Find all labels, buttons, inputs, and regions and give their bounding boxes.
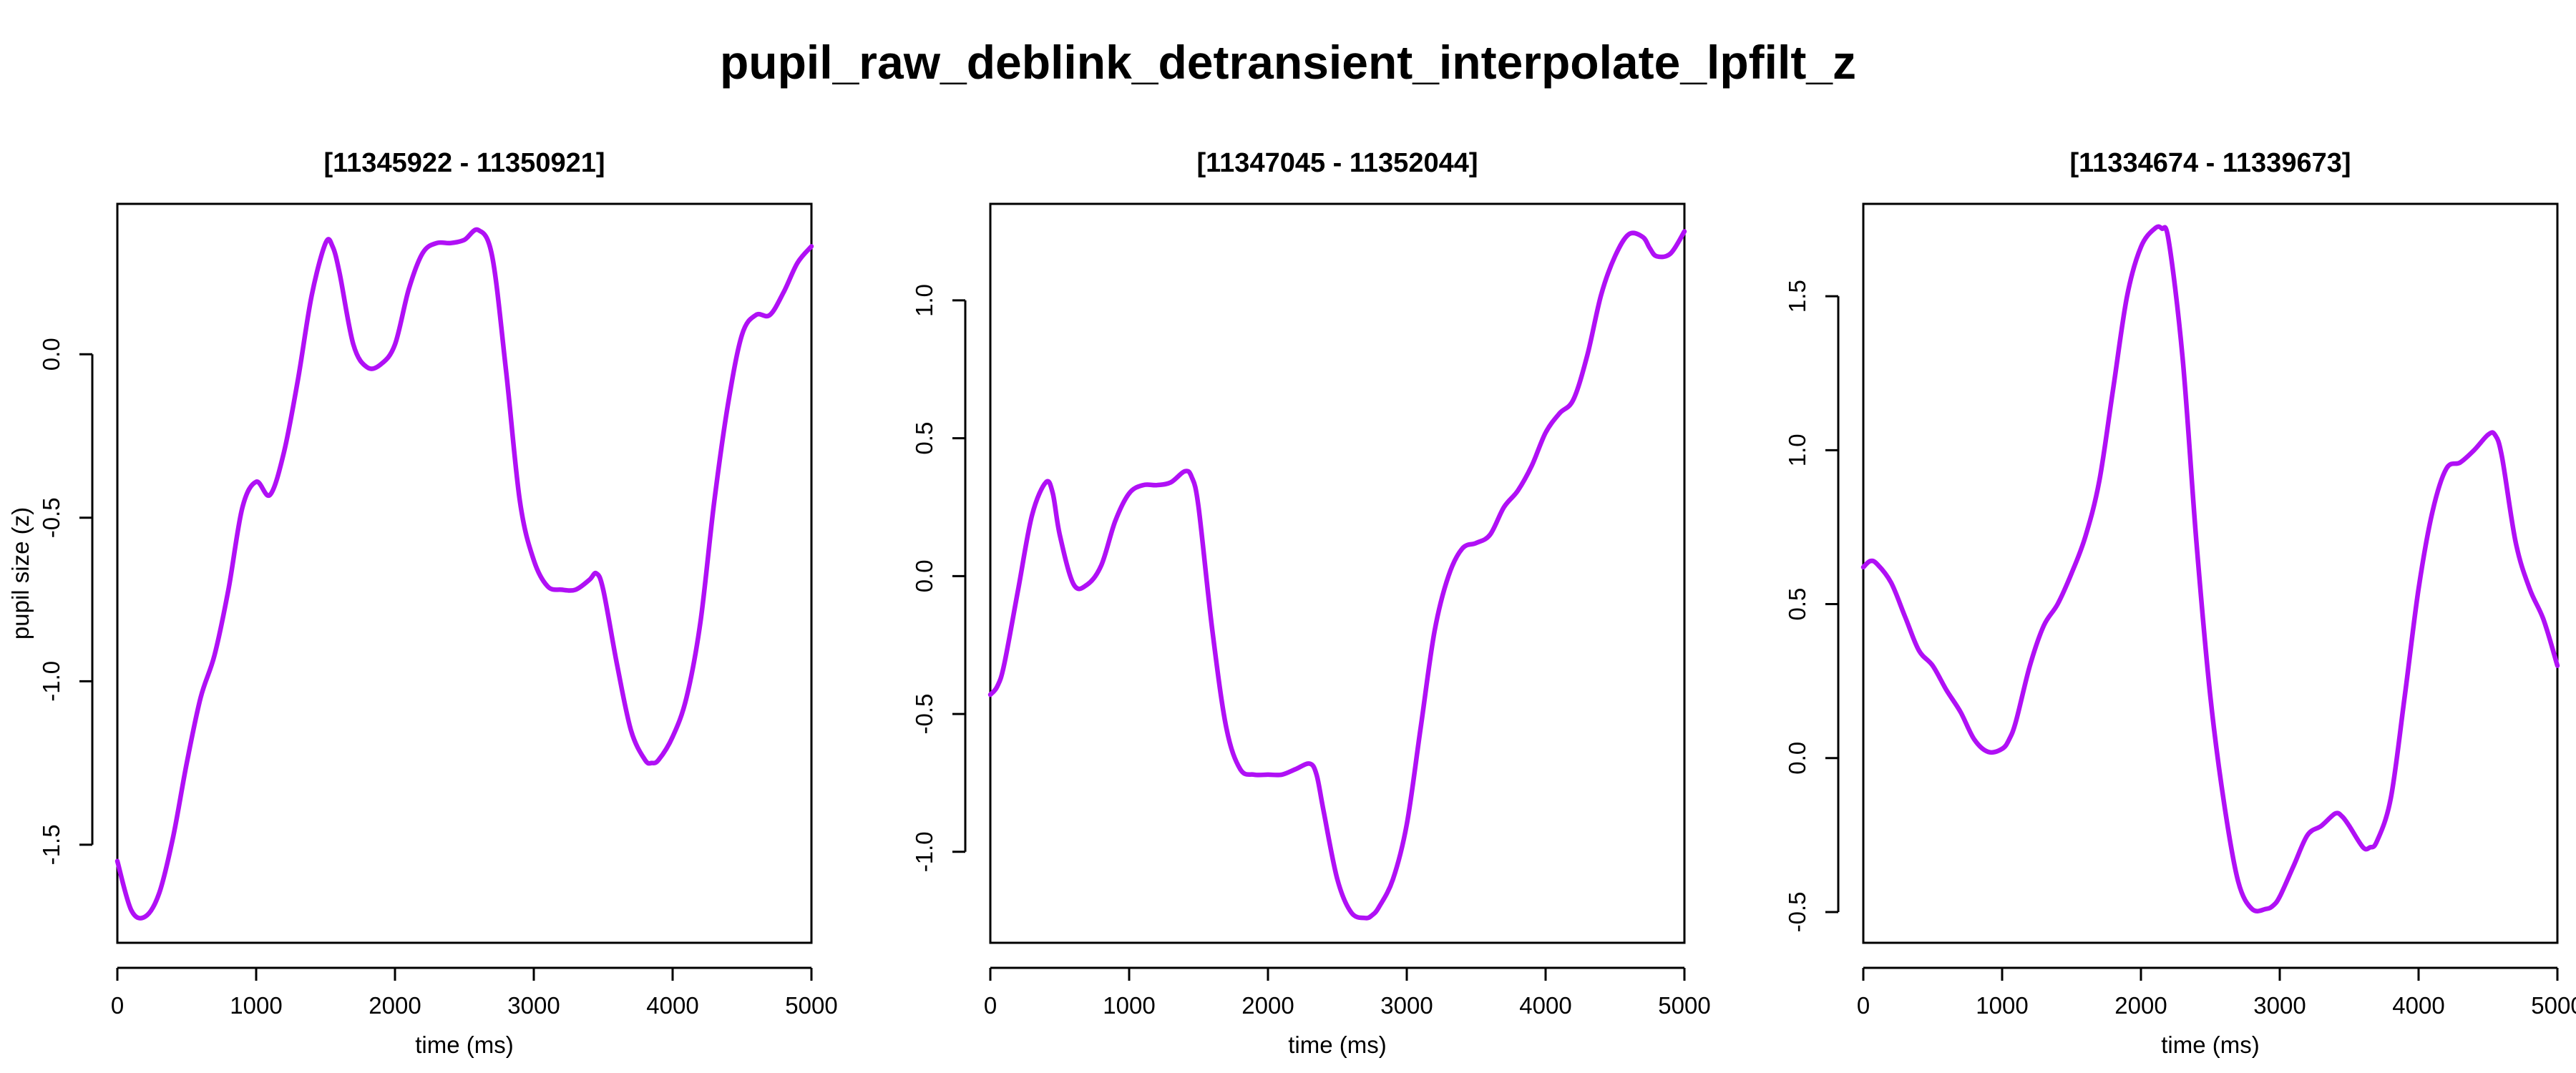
plot-frame <box>989 202 1686 944</box>
x-tick-label: 1000 <box>1103 992 1155 1019</box>
panel-title: [11347045 - 11352044] <box>1196 148 1478 178</box>
x-tick-label: 1000 <box>1976 992 2028 1019</box>
y-tick-label: 0.5 <box>1784 588 1810 621</box>
x-tick-label: 2000 <box>1241 992 1294 1019</box>
x-tick-label: 0 <box>1857 992 1870 1019</box>
x-axis-label: time (ms) <box>1288 1032 1386 1058</box>
plot-frame <box>1862 202 2559 944</box>
x-axis-label: time (ms) <box>2161 1032 2259 1058</box>
chart-panels: [11345922 - 11350921] 0 1000 2000 3000 4000 50… <box>7 148 2576 1058</box>
y-tick-label: -1.0 <box>911 831 937 872</box>
x-tick-label: 5000 <box>2531 992 2576 1019</box>
y-tick-label: 0.0 <box>911 559 937 592</box>
y-tick-label: -0.5 <box>1784 892 1810 933</box>
y-axis-label: pupil size (z) <box>7 507 34 640</box>
panel-title: [11334674 - 11339673] <box>2069 148 2351 178</box>
y-tick-label: -0.5 <box>38 497 64 538</box>
x-tick-label: 0 <box>111 992 124 1019</box>
x-tick-label: 2000 <box>369 992 421 1019</box>
x-tick-label: 4000 <box>1519 992 1571 1019</box>
series-line <box>1860 224 2560 913</box>
x-tick-label: 4000 <box>646 992 698 1019</box>
x-tick-label: 4000 <box>2392 992 2444 1019</box>
series-line <box>114 227 814 921</box>
x-tick-label: 5000 <box>785 992 837 1019</box>
y-tick-label: 1.5 <box>1784 280 1810 313</box>
y-tick-label: 1.0 <box>1784 433 1810 466</box>
chart-panel-2: [11347045 - 11352044] 0 1000 2000 3000 4000 50… <box>911 148 1711 1058</box>
chart-panel-1: [11345922 - 11350921] 0 1000 2000 3000 4000 50… <box>7 148 838 1058</box>
y-tick-label: -1.5 <box>38 824 64 865</box>
x-tick-label: 5000 <box>1658 992 1710 1019</box>
x-axis-label: time (ms) <box>415 1032 513 1058</box>
x-tick-label: 0 <box>984 992 997 1019</box>
figure-title: pupil_raw_deblink_detransient_interpolat… <box>720 36 1856 89</box>
x-tick-label: 3000 <box>1380 992 1433 1019</box>
chart-panel-3: [11334674 - 11339673] 0 1000 2000 3000 4000 50… <box>1784 148 2576 1058</box>
x-tick-label: 2000 <box>2114 992 2167 1019</box>
y-tick-label: 1.0 <box>911 284 937 317</box>
y-tick-label: -0.5 <box>911 694 937 735</box>
y-tick-label: 0.0 <box>38 338 64 371</box>
x-tick-label: 3000 <box>507 992 560 1019</box>
panel-title: [11345922 - 11350921] <box>323 148 605 178</box>
x-tick-label: 1000 <box>230 992 282 1019</box>
y-tick-label: 0.5 <box>911 422 937 455</box>
y-tick-label: 0.0 <box>1784 742 1810 775</box>
series-line <box>987 229 1687 921</box>
plot-frame <box>116 202 813 944</box>
y-tick-label: -1.0 <box>38 661 64 702</box>
x-tick-label: 3000 <box>2253 992 2306 1019</box>
